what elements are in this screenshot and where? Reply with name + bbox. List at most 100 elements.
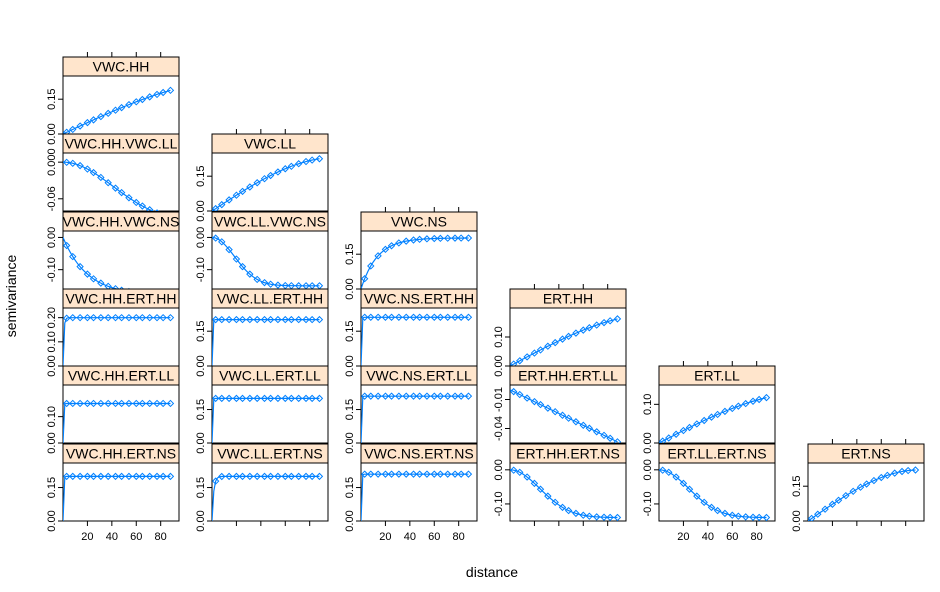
semivariance-point [153,313,161,322]
semivariance-point [423,313,431,321]
panel-title: VWC.LL [244,136,296,152]
semivariance-point [132,472,140,481]
semivariance-point [451,313,459,321]
semivariance-point [430,313,438,321]
panel-title: VWC.HH.ERT.HH [66,291,177,307]
semivariance-point [266,315,275,324]
semivariance-point [238,394,247,403]
semivariance-point [315,155,324,163]
semivariance-point [266,280,275,288]
semivariance-point [117,103,126,112]
semivariance-point [97,112,105,121]
semivariance-point [402,313,410,321]
y-tick-label: -0.10 [46,257,58,282]
panel-title: VWC.HH [93,59,150,75]
panel-vwc-ll-ert-ns: VWC.LL.ERT.NS 0.00 0.15 [195,443,329,532]
semivariance-point [530,397,539,406]
semivariance-point [572,509,580,518]
semivariance-point [132,399,140,408]
semivariance-point [315,394,324,403]
semivariance-point [225,245,233,254]
semivariance-point [457,470,465,478]
semivariance-point [111,399,120,408]
semivariance-point [606,513,614,521]
semivariance-point [89,313,98,322]
semivariance-point [415,392,424,400]
semivariance-point [600,318,608,327]
semivariance-point [212,477,220,485]
y-tick-label: 0.00 [344,510,356,531]
semivariance-point [755,395,763,404]
semivariance-point [238,472,247,481]
semivariance-point [138,472,147,481]
semivariance-point [89,116,98,124]
panel-ert-hh-ert-ns: ERT.HH.ERT.NS 0.00 -0.10 [493,443,627,526]
panel-title: VWC.LL.ERT.HH [217,291,323,307]
model-line [212,158,320,211]
semivariance-point [436,392,445,400]
panel-ert-ns: ERT.NS 0.00 0.15 [791,439,925,532]
panel-title: VWC.LL.VWC.NS [214,214,326,230]
y-tick-label: 0.15 [791,475,803,496]
semivariance-point [125,472,133,481]
model-line [510,469,618,519]
semivariance-point [402,392,410,400]
semivariance-point [97,313,105,322]
semivariance-point [83,165,92,173]
panel-title: ERT.HH [543,291,593,307]
semivariance-point [294,160,303,168]
y-tick-label: 0.10 [642,394,654,415]
semivariance-point [600,513,608,521]
panel-vwc-ns-ert-ll: VWC.NS.ERT.LL 0.00 0.15 [344,365,478,454]
semivariance-point [672,473,680,481]
semivariance-point [138,313,147,322]
semivariance-point [457,313,465,321]
semivariance-point [274,472,282,481]
semivariance-point [381,470,390,478]
semivariance-point [374,252,382,260]
y-tick-label: 0.00 [46,355,58,376]
semivariance-point [83,270,92,278]
semivariance-point [585,424,594,432]
semivariance-point [111,184,120,192]
y-tick-label: 0.00 [195,510,207,531]
x-tick-label: 60 [726,531,738,543]
semivariance-point [166,86,175,95]
semivariance-point [212,234,220,242]
y-tick-label: 0.20 [46,307,58,328]
semivariance-point [153,90,161,99]
semivariance-point [402,237,410,245]
panel-ert-hh-ert-ll: ERT.HH.ERT.LL -0.01 -0.04 [493,365,627,444]
semivariance-point [225,196,233,204]
semivariance-point [274,315,282,324]
semivariance-point [246,394,254,403]
semivariance-point [361,313,369,321]
y-tick-label: 0.00 [791,510,803,531]
y-tick-label: 0.00 [642,432,654,453]
semivariance-point [266,171,275,180]
semivariance-point [159,313,167,322]
semivariance-point [409,313,418,321]
panel-frame [360,384,478,444]
semivariance-point [63,128,71,134]
semivariance-point [713,506,722,515]
semivariance-point [755,513,763,521]
semivariance-point [76,399,84,408]
semivariance-point [457,392,465,400]
semivariance-point [423,392,431,400]
semivariance-point [544,404,552,412]
semivariance-point [536,346,545,354]
semivariance-point [544,342,552,350]
model-line [361,473,469,521]
semivariance-point [166,313,175,322]
y-tick-label: -0.01 [493,387,505,412]
semivariance-point [870,476,878,485]
panel-vwc-ll-ert-hh: VWC.LL.ERT.HH 0.00 0.15 [195,288,329,377]
semivariance-point [367,262,375,270]
panel-title: VWC.LL.ERT.LL [219,368,321,384]
semivariance-point [443,234,452,242]
panel-title: ERT.LL.ERT.NS [667,446,766,462]
model-line [63,89,171,134]
semivariance-point [451,470,459,478]
semivariance-point [69,313,77,322]
